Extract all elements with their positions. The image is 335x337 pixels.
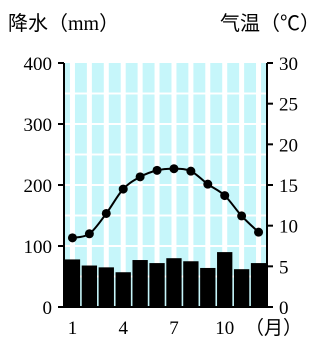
precipitation-bar xyxy=(166,258,182,307)
temperature-point xyxy=(237,211,247,221)
temperature-point xyxy=(101,208,111,218)
temperature-point xyxy=(135,172,145,182)
precipitation-bar xyxy=(250,263,267,307)
precipitation-bar xyxy=(98,267,114,307)
right-axis-tick-label: 5 xyxy=(279,257,289,278)
left-axis-title: 降水（mm） xyxy=(8,12,119,35)
axis-labels: 0 100 200 300 400 0 5 10 15 20 25 30 1 4 7 10 （月） xyxy=(24,54,303,337)
right-axis-tick-label: 20 xyxy=(279,135,298,156)
temperature-point xyxy=(169,164,179,174)
x-axis-tick-label: 1 xyxy=(68,318,78,337)
left-axis-tick-label: 300 xyxy=(24,115,53,136)
temperature-point xyxy=(203,179,213,189)
temperature-point xyxy=(118,184,128,194)
temperature-point xyxy=(67,233,77,243)
temperature-point xyxy=(152,165,162,175)
x-axis-tick-label: 4 xyxy=(118,318,128,337)
temperature-point xyxy=(186,166,196,176)
precipitation-bar xyxy=(200,267,216,307)
precipitation-bar xyxy=(81,265,98,307)
temperature-point xyxy=(220,191,230,201)
x-axis-tick-label: 7 xyxy=(169,318,179,337)
temperature-point xyxy=(84,229,94,239)
x-axis-tick-label: 10 xyxy=(215,318,234,337)
x-axis-unit-label: （月） xyxy=(245,317,302,337)
precipitation-bar xyxy=(233,269,250,307)
precipitation-bars xyxy=(64,252,267,307)
right-axis-tick-label: 30 xyxy=(279,54,298,75)
precipitation-bar xyxy=(115,272,131,307)
right-axis-tick-label: 15 xyxy=(279,176,298,197)
left-axis-tick-label: 0 xyxy=(43,298,53,319)
temperature-line xyxy=(67,164,264,243)
right-axis-tick-label: 10 xyxy=(279,217,298,238)
left-axis-tick-label: 400 xyxy=(24,54,53,75)
precipitation-bar xyxy=(217,252,233,307)
right-axis-tick-label: 0 xyxy=(279,298,289,319)
precipitation-bar xyxy=(183,261,199,307)
axes xyxy=(58,62,273,308)
right-axis-title: 气温（℃） xyxy=(220,12,320,35)
precipitation-bar xyxy=(132,260,148,307)
right-axis-tick-label: 25 xyxy=(279,95,298,116)
left-axis-tick-label: 200 xyxy=(24,176,53,197)
left-axis-tick-label: 100 xyxy=(24,237,53,258)
precipitation-bar xyxy=(64,259,81,307)
temperature-point xyxy=(254,227,264,237)
precipitation-bar xyxy=(149,263,165,307)
